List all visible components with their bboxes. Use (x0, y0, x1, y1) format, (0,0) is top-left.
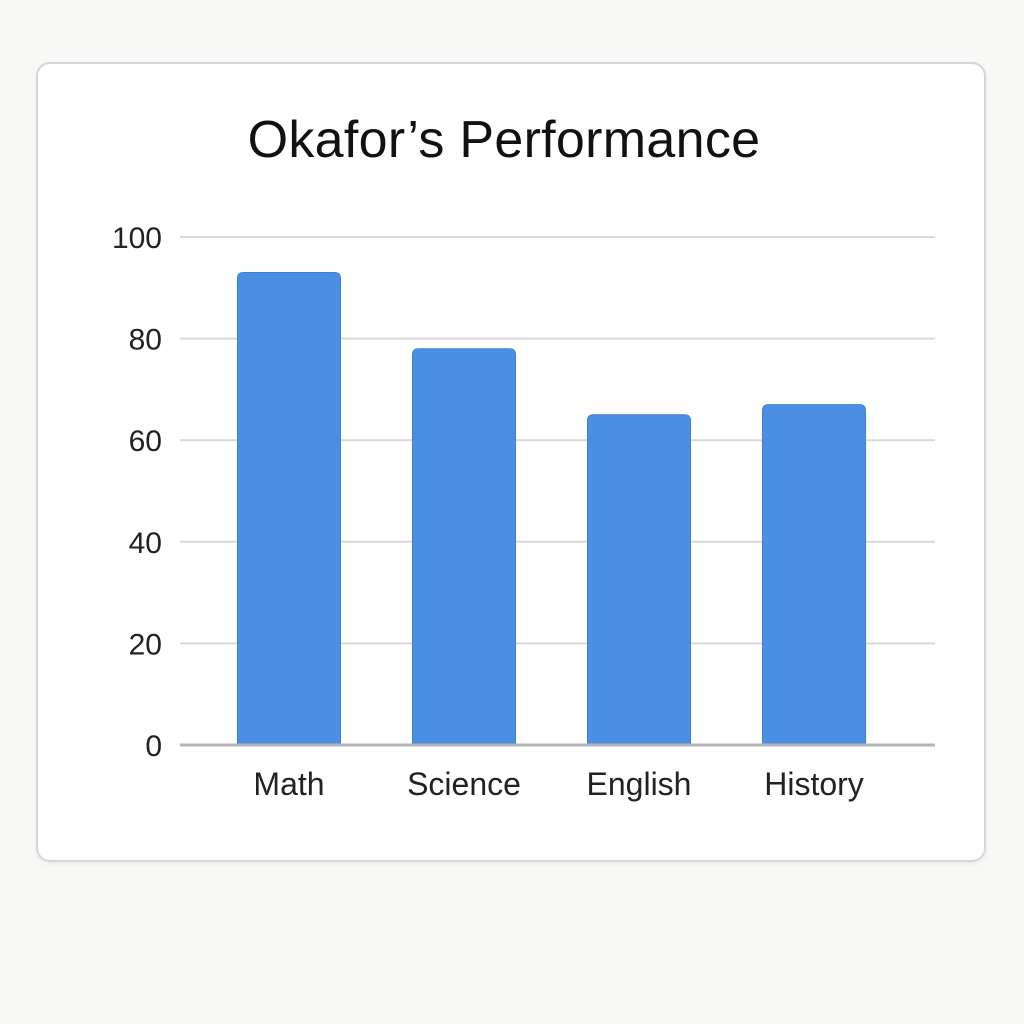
x-category-label: History (764, 766, 864, 802)
y-tick-label: 40 (129, 527, 162, 560)
bars (237, 272, 866, 746)
y-tick-label: 100 (112, 222, 162, 255)
y-tick-label: 80 (129, 324, 162, 357)
x-category-label: Science (407, 766, 521, 802)
y-tick-label: 20 (129, 628, 162, 661)
bar-science (412, 348, 516, 746)
x-axis-categories: Math Science English History (253, 766, 863, 802)
y-tick-label: 0 (145, 730, 162, 763)
bar-history (762, 404, 866, 746)
y-tick-label: 60 (129, 425, 162, 458)
y-axis-ticks: 0 20 40 60 80 100 (112, 222, 162, 763)
bar-math (237, 272, 341, 746)
chart-title: Okafor’s Performance (247, 111, 761, 169)
x-category-label: English (587, 766, 692, 802)
x-category-label: Math (253, 766, 324, 802)
bar-english (587, 414, 691, 746)
